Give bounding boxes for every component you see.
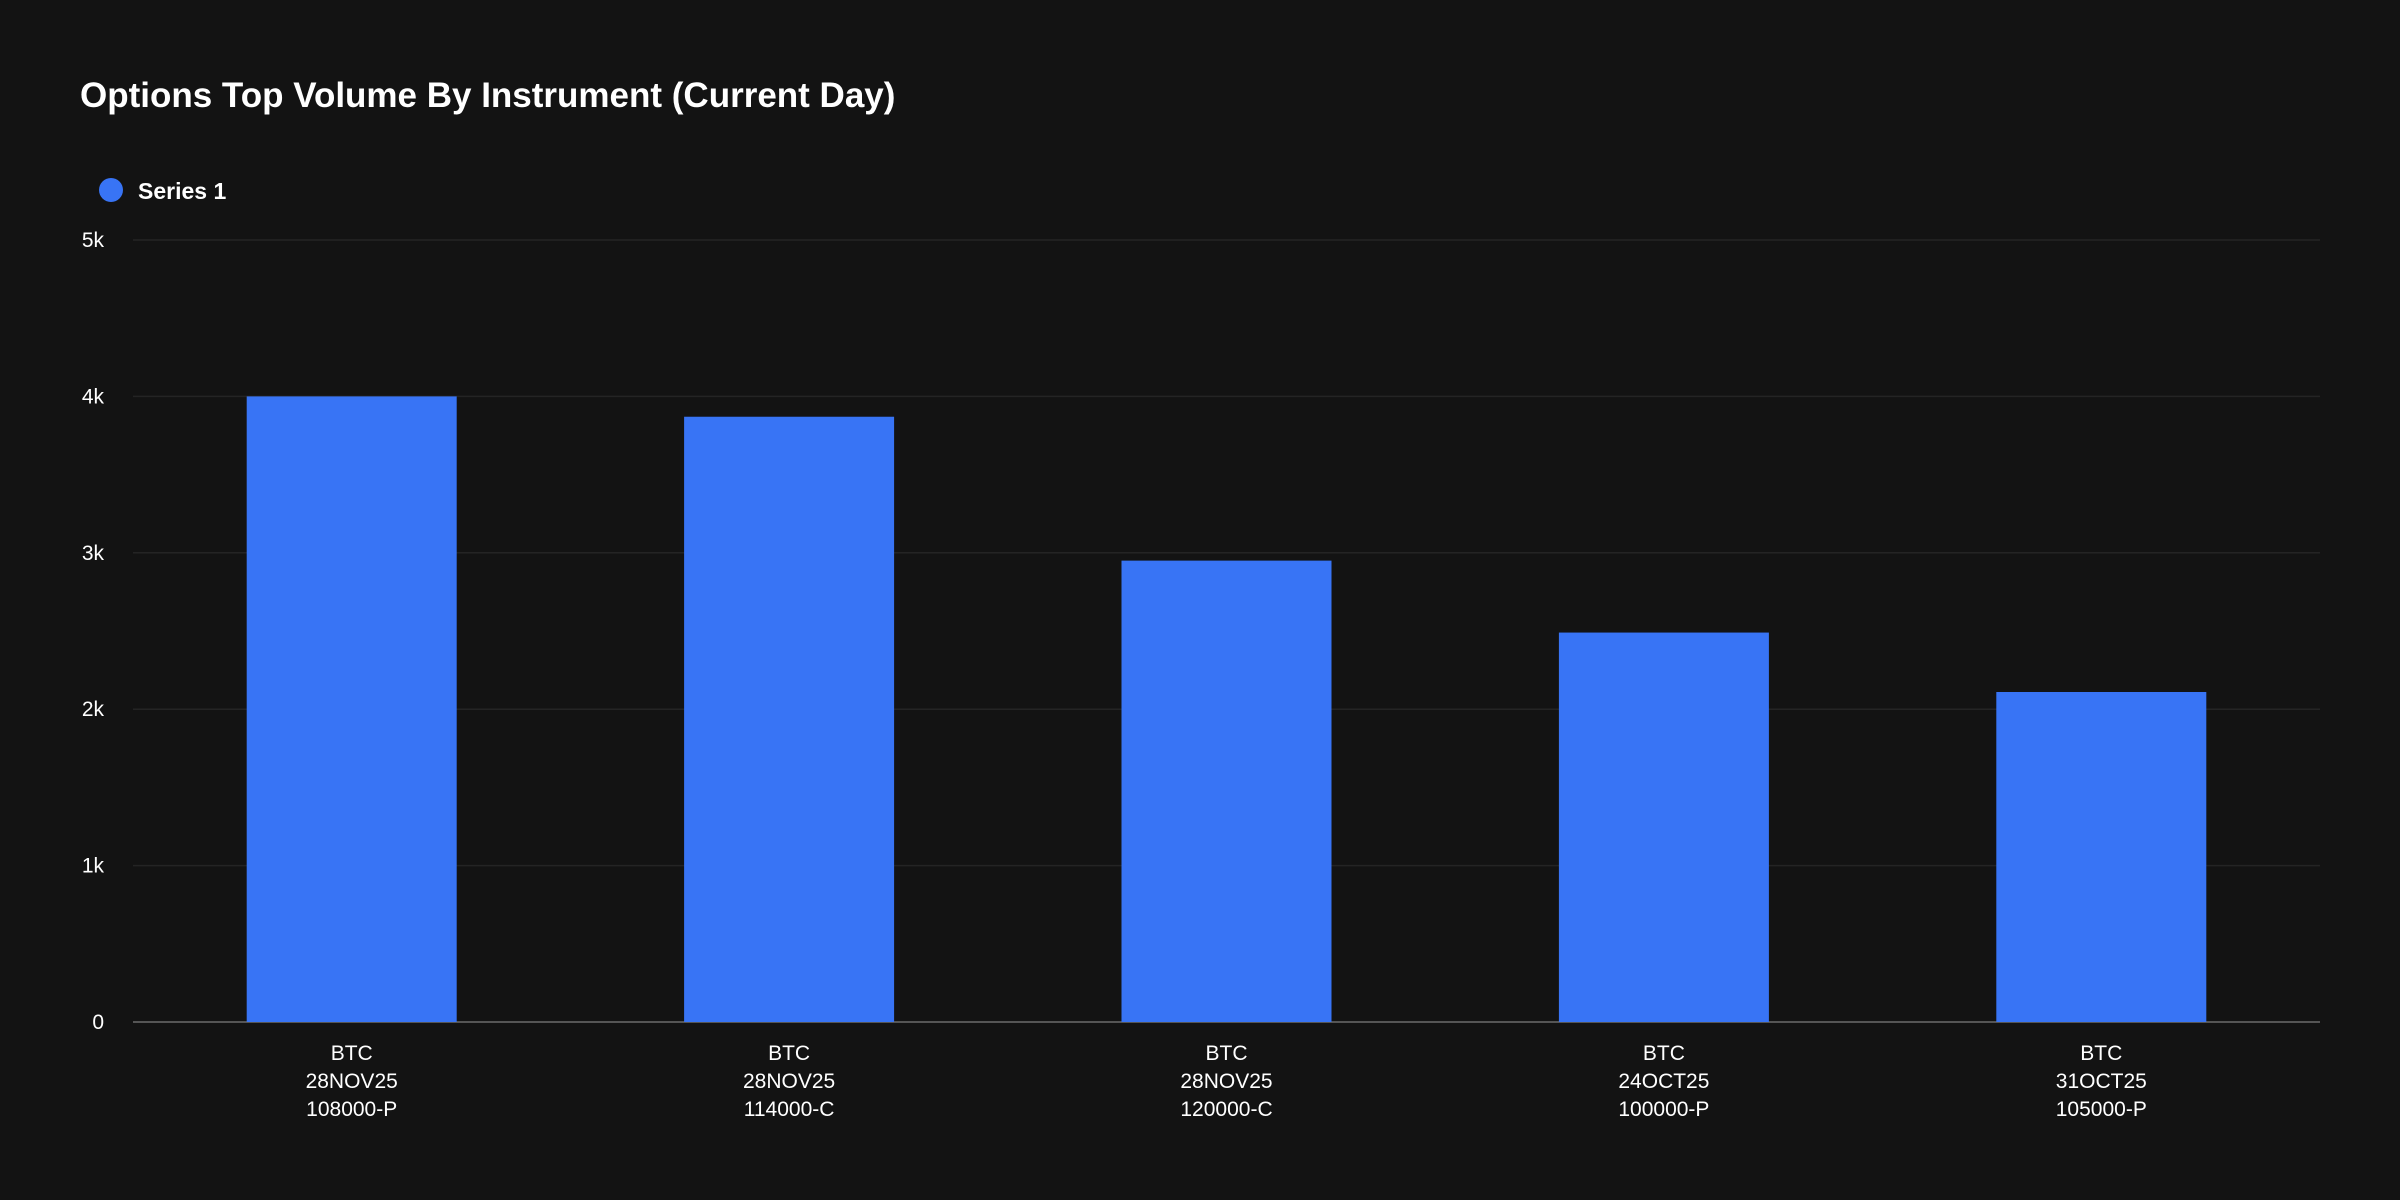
x-tick-label: BTC 24OCT25 100000-P (1618, 1042, 1709, 1121)
y-tick-label: 4k (82, 385, 105, 408)
x-axis-ticks: BTC 28NOV25 108000-P BTC 28NOV25 114000-C BTC 2… (306, 1042, 2147, 1121)
bar[interactable] (1558, 632, 1769, 1022)
legend-label-series-1: Series 1 (138, 178, 226, 204)
x-tick-label: BTC 31OCT25 105000-P (2056, 1042, 2147, 1121)
y-axis-ticks: 0 1k 2k 3k 4k 5k (82, 229, 105, 1034)
bar[interactable] (1121, 560, 1332, 1022)
legend-swatch-series-1 (99, 178, 123, 202)
y-tick-label: 3k (82, 542, 105, 565)
bar[interactable] (684, 416, 895, 1022)
x-tick-label-line: BTC (331, 1042, 373, 1065)
y-tick-label: 2k (82, 698, 105, 721)
bar[interactable] (246, 396, 457, 1022)
legend[interactable]: Series 1 (99, 178, 226, 204)
x-tick-label: BTC 28NOV25 114000-C (743, 1042, 835, 1121)
x-tick-label-line: BTC (1643, 1042, 1685, 1065)
y-tick-label: 5k (82, 229, 105, 252)
x-tick-label: BTC 28NOV25 120000-C (1180, 1042, 1272, 1121)
bars (246, 396, 2207, 1022)
x-tick-label-line: BTC (2080, 1042, 2122, 1065)
chart-title: Options Top Volume By Instrument (Curren… (80, 76, 895, 115)
y-tick-label: 0 (92, 1011, 104, 1034)
x-tick-label-line: 24OCT25 (1618, 1070, 1709, 1093)
x-tick-label-line: 105000-P (2056, 1098, 2147, 1121)
x-tick-label-line: BTC (768, 1042, 810, 1065)
x-tick-label-line: 28NOV25 (306, 1070, 398, 1093)
x-tick-label-line: 31OCT25 (2056, 1070, 2147, 1093)
x-tick-label-line: 120000-C (1180, 1098, 1272, 1121)
x-tick-label-line: BTC (1206, 1042, 1248, 1065)
x-tick-label-line: 28NOV25 (1180, 1070, 1272, 1093)
x-tick-label-line: 114000-C (744, 1098, 835, 1121)
x-tick-label-line: 108000-P (306, 1098, 397, 1121)
x-tick-label: BTC 28NOV25 108000-P (306, 1042, 398, 1121)
bar[interactable] (1996, 691, 2207, 1022)
x-tick-label-line: 28NOV25 (743, 1070, 835, 1093)
y-tick-label: 1k (82, 855, 105, 878)
x-tick-label-line: 100000-P (1618, 1098, 1709, 1121)
